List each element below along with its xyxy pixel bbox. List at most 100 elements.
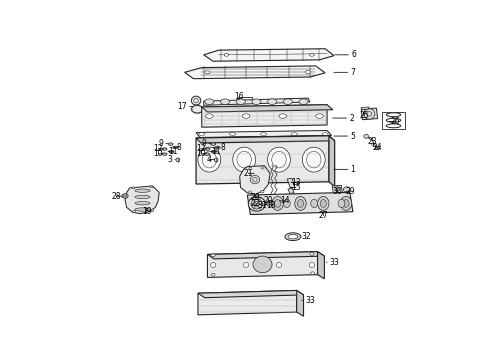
Ellipse shape [305, 71, 311, 73]
Ellipse shape [150, 186, 153, 188]
Text: 8: 8 [217, 143, 225, 152]
Ellipse shape [195, 112, 196, 113]
Polygon shape [361, 108, 378, 120]
Ellipse shape [205, 148, 210, 150]
Ellipse shape [320, 199, 326, 207]
Polygon shape [361, 107, 369, 110]
Polygon shape [204, 98, 310, 105]
Ellipse shape [172, 146, 178, 149]
Ellipse shape [205, 153, 210, 155]
Ellipse shape [169, 150, 174, 153]
Ellipse shape [176, 158, 180, 162]
Ellipse shape [230, 133, 236, 135]
Polygon shape [185, 66, 325, 79]
Ellipse shape [135, 189, 150, 192]
Ellipse shape [259, 195, 265, 200]
Ellipse shape [249, 167, 252, 170]
Ellipse shape [267, 201, 273, 206]
Ellipse shape [275, 198, 281, 203]
Ellipse shape [307, 151, 321, 168]
Ellipse shape [224, 53, 229, 56]
Text: 31: 31 [258, 201, 268, 210]
Ellipse shape [220, 99, 230, 104]
Ellipse shape [211, 273, 215, 276]
Text: 13: 13 [291, 178, 301, 187]
Ellipse shape [202, 151, 217, 168]
Ellipse shape [272, 151, 286, 168]
Text: 33: 33 [302, 296, 315, 305]
Ellipse shape [199, 133, 205, 135]
Ellipse shape [318, 197, 329, 210]
Polygon shape [196, 131, 332, 138]
Text: 9: 9 [201, 139, 211, 148]
Polygon shape [202, 105, 327, 127]
Text: 21: 21 [244, 169, 254, 178]
Ellipse shape [268, 99, 277, 104]
Polygon shape [207, 252, 318, 278]
Ellipse shape [310, 53, 314, 56]
Text: 12: 12 [196, 144, 206, 153]
Ellipse shape [279, 114, 287, 118]
Ellipse shape [295, 197, 306, 210]
Ellipse shape [211, 262, 216, 267]
Text: 7: 7 [334, 68, 355, 77]
Text: 15: 15 [291, 183, 301, 192]
Text: 28: 28 [112, 192, 123, 201]
Polygon shape [198, 291, 303, 298]
Ellipse shape [260, 133, 267, 135]
Ellipse shape [364, 109, 375, 119]
Text: 9: 9 [158, 139, 168, 148]
Ellipse shape [248, 191, 251, 193]
Ellipse shape [253, 256, 272, 273]
Ellipse shape [212, 150, 217, 153]
Ellipse shape [195, 105, 196, 106]
Text: 24: 24 [372, 144, 382, 153]
Ellipse shape [242, 114, 250, 118]
Polygon shape [196, 136, 329, 184]
Ellipse shape [268, 147, 291, 172]
Ellipse shape [132, 187, 135, 189]
Ellipse shape [311, 199, 318, 208]
Text: 29: 29 [346, 187, 355, 196]
Text: 4: 4 [207, 155, 214, 164]
Ellipse shape [316, 114, 323, 118]
Ellipse shape [309, 262, 315, 267]
Ellipse shape [214, 158, 218, 162]
Ellipse shape [192, 105, 203, 113]
Text: 23: 23 [368, 136, 377, 145]
Ellipse shape [285, 233, 301, 240]
Ellipse shape [198, 147, 220, 172]
Ellipse shape [236, 99, 245, 104]
Polygon shape [240, 166, 270, 194]
Polygon shape [318, 252, 324, 279]
Text: 19: 19 [142, 207, 151, 216]
Ellipse shape [322, 133, 328, 135]
Ellipse shape [267, 199, 273, 203]
Ellipse shape [122, 194, 128, 198]
Ellipse shape [311, 272, 315, 275]
Polygon shape [288, 188, 294, 193]
Ellipse shape [275, 198, 281, 203]
Ellipse shape [252, 99, 261, 104]
Ellipse shape [206, 114, 213, 118]
Text: 6: 6 [335, 50, 356, 59]
Ellipse shape [272, 197, 283, 210]
Ellipse shape [297, 199, 303, 207]
Ellipse shape [386, 124, 401, 128]
Ellipse shape [237, 151, 251, 168]
Text: 11: 11 [168, 147, 178, 156]
Text: 20: 20 [250, 193, 260, 202]
Ellipse shape [341, 197, 352, 210]
Text: 30: 30 [332, 187, 342, 196]
Ellipse shape [288, 234, 298, 239]
Ellipse shape [162, 153, 167, 155]
Ellipse shape [261, 167, 264, 169]
Polygon shape [247, 192, 353, 215]
Text: 11: 11 [211, 147, 221, 156]
Ellipse shape [375, 146, 379, 150]
Polygon shape [198, 291, 297, 315]
Ellipse shape [343, 187, 350, 192]
Ellipse shape [191, 96, 201, 105]
Polygon shape [202, 105, 333, 112]
Polygon shape [207, 252, 324, 259]
